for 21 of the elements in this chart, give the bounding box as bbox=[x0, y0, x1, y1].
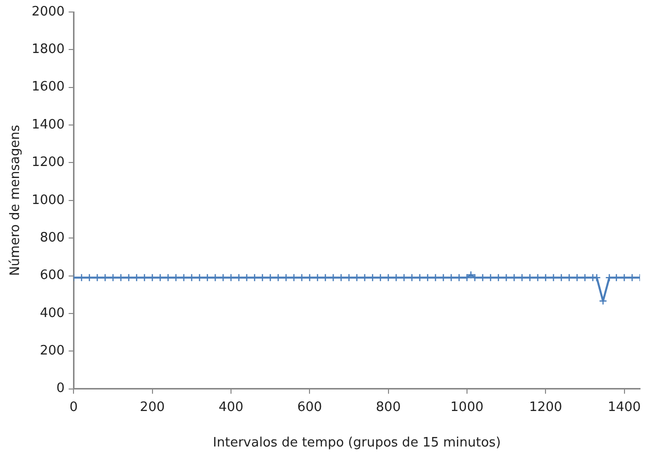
x-tick-label: 800 bbox=[376, 400, 401, 415]
y-tick-label: 400 bbox=[40, 306, 65, 321]
x-tick-label: 0 bbox=[70, 400, 78, 415]
y-axis-title: Número de mensagens bbox=[8, 124, 24, 276]
y-tick-label: 0 bbox=[56, 381, 65, 396]
y-tick-label: 1600 bbox=[32, 80, 65, 95]
y-tick-label: 1400 bbox=[32, 117, 65, 132]
x-tick-label: 1000 bbox=[450, 400, 484, 415]
x-tick-label: 600 bbox=[297, 400, 322, 415]
y-tick-label: 800 bbox=[40, 230, 65, 246]
x-tick-label: 1400 bbox=[608, 400, 641, 415]
x-tick-label: 200 bbox=[140, 400, 165, 415]
y-tick-label: 2000 bbox=[32, 4, 65, 20]
y-tick-label: 1200 bbox=[32, 155, 65, 170]
y-tick-label: 1000 bbox=[32, 192, 65, 208]
y-tick-label: 600 bbox=[40, 268, 65, 284]
x-axis-title: Intervalos de tempo (grupos de 15 minutos) bbox=[212, 436, 501, 451]
y-tick-label: 1800 bbox=[32, 42, 65, 58]
y-tick-label: 200 bbox=[40, 343, 65, 358]
x-tick-label: 1200 bbox=[529, 400, 562, 415]
x-tick-label: 400 bbox=[218, 400, 244, 415]
